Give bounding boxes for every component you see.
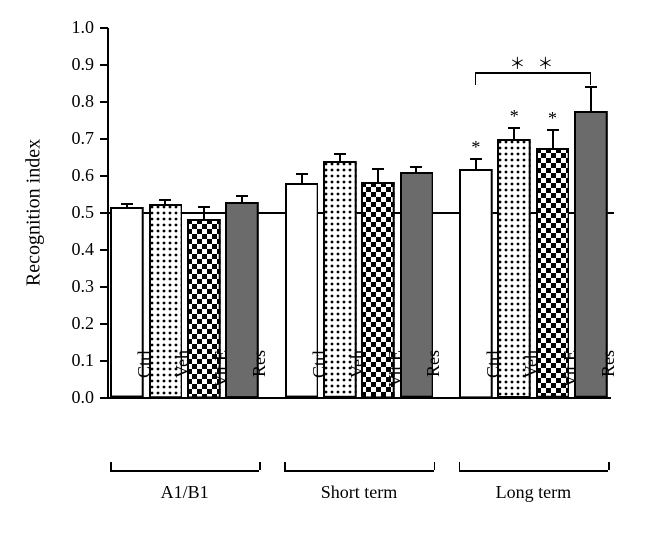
y-tick-label: 1.0: [0, 17, 94, 38]
category-label: Vit E: [560, 350, 581, 410]
errorbar-cap: [121, 203, 133, 205]
errorbar-cap: [410, 166, 422, 168]
y-tick-label: 0.1: [0, 350, 94, 371]
y-tick: [100, 138, 108, 140]
y-tick: [100, 64, 108, 66]
errorbar: [590, 87, 592, 111]
significance-star: *: [543, 108, 563, 129]
errorbar-cap: [547, 129, 559, 131]
errorbar-cap: [236, 195, 248, 197]
errorbar: [513, 128, 515, 139]
group-label: Long term: [459, 482, 608, 503]
category-label: Res: [249, 350, 270, 410]
y-tick-label: 0.4: [0, 239, 94, 260]
errorbar: [377, 169, 379, 182]
y-tick-label: 0.9: [0, 54, 94, 75]
y-axis-label: Recognition index: [23, 28, 46, 398]
y-tick-label: 0.8: [0, 91, 94, 112]
y-tick: [100, 175, 108, 177]
category-label: Ctrl: [483, 350, 504, 410]
group-bracket-tick: [110, 462, 112, 470]
group-label: Short term: [284, 482, 433, 503]
group-bracket-tick: [608, 462, 610, 470]
errorbar-cap: [296, 173, 308, 175]
category-label: Res: [423, 350, 444, 410]
group-label: A1/B1: [110, 482, 259, 503]
group-bracket-tick: [259, 462, 261, 470]
errorbar-cap: [159, 199, 171, 201]
recognition-index-chart: 0.0 0.1 0.2 0.3 0.4 0.5 0.6 0.7 0.8 0.9 1.0Recogni…: [0, 0, 648, 554]
category-label: Vit E: [385, 350, 406, 410]
group-bracket: [110, 470, 259, 472]
y-tick-label: 0.2: [0, 313, 94, 334]
y-tick-label: 0.5: [0, 202, 94, 223]
category-label: Veh: [172, 350, 193, 410]
y-tick: [100, 323, 108, 325]
category-label: Veh: [347, 350, 368, 410]
category-label: Vit E: [211, 350, 232, 410]
errorbar-cap: [372, 168, 384, 170]
errorbar: [475, 159, 477, 168]
errorbar-cap: [198, 206, 210, 208]
y-tick-label: 0.0: [0, 387, 94, 408]
significance-star: *: [504, 106, 524, 127]
y-tick: [100, 101, 108, 103]
errorbar-cap: [585, 86, 597, 88]
y-tick: [100, 286, 108, 288]
errorbar: [552, 130, 554, 149]
category-label: Veh: [521, 350, 542, 410]
y-tick: [100, 249, 108, 251]
y-tick-label: 0.6: [0, 165, 94, 186]
group-bracket: [459, 470, 608, 472]
errorbar-cap: [470, 158, 482, 160]
category-label: Ctrl: [134, 350, 155, 410]
comparison-label: ＊ ＊: [476, 50, 591, 74]
y-tick-label: 0.7: [0, 128, 94, 149]
y-tick-label: 0.3: [0, 276, 94, 297]
group-bracket: [284, 470, 433, 472]
group-bracket-tick: [459, 462, 461, 470]
y-tick: [100, 27, 108, 29]
errorbar: [339, 154, 341, 161]
y-tick: [100, 360, 108, 362]
category-label: Ctrl: [309, 350, 330, 410]
category-label: Res: [598, 350, 619, 410]
errorbar-cap: [334, 153, 346, 155]
errorbar-cap: [508, 127, 520, 129]
errorbar: [203, 207, 205, 218]
errorbar: [301, 174, 303, 183]
group-bracket-tick: [284, 462, 286, 470]
y-tick: [100, 212, 108, 214]
group-bracket-tick: [434, 462, 436, 470]
significance-star: *: [466, 137, 486, 158]
